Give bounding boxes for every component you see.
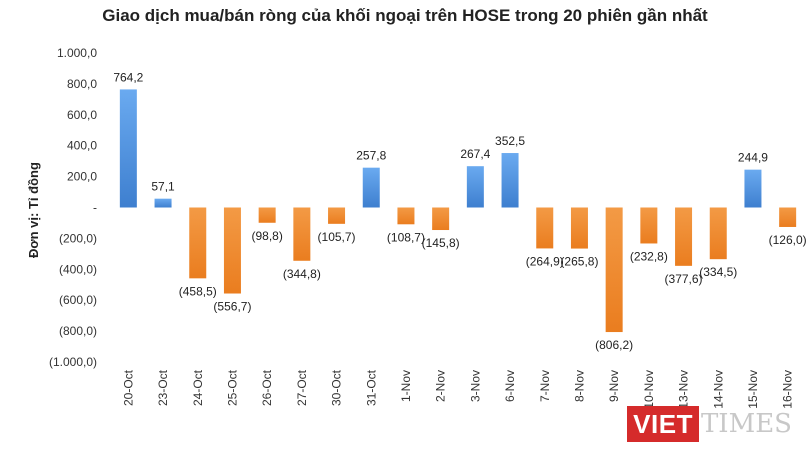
bar — [189, 207, 207, 279]
watermark-right: TIMES — [700, 409, 792, 439]
x-tick-label: 13-Nov — [677, 370, 691, 409]
data-label: (344,8) — [283, 267, 321, 281]
data-label: 57,1 — [151, 180, 175, 194]
vietimes-watermark-logo: VIET TIMES — [627, 406, 792, 442]
data-label: (265,8) — [560, 255, 598, 269]
watermark-left: VIET — [627, 406, 699, 442]
bar — [744, 169, 762, 208]
bar — [501, 153, 519, 208]
data-label: (232,8) — [630, 249, 668, 263]
y-tick-label: 800,0 — [67, 77, 97, 91]
y-tick-label: - — [93, 201, 97, 215]
y-tick-label: 400,0 — [67, 139, 97, 153]
y-tick-label: (400,0) — [59, 262, 97, 276]
bar — [293, 207, 311, 261]
bar — [675, 207, 693, 266]
data-label: (556,7) — [213, 300, 251, 314]
data-label: 267,4 — [460, 147, 490, 161]
bar — [779, 207, 797, 227]
x-tick-label: 15-Nov — [746, 370, 760, 409]
data-label: 244,9 — [738, 151, 768, 165]
y-tick-label: 1.000,0 — [57, 46, 97, 60]
x-tick-label: 7-Nov — [538, 370, 552, 402]
bar — [466, 166, 484, 208]
bar — [640, 207, 658, 244]
data-label: (334,5) — [699, 265, 737, 279]
bar — [362, 167, 380, 208]
bar — [223, 207, 241, 294]
chart-title: Giao dịch mua/bán ròng của khối ngoại tr… — [102, 6, 708, 25]
data-label: (108,7) — [387, 230, 425, 244]
x-tick-label: 8-Nov — [572, 370, 586, 402]
x-tick-label: 3-Nov — [468, 370, 482, 402]
y-tick-label: 600,0 — [67, 108, 97, 122]
x-tick-label: 6-Nov — [503, 370, 517, 402]
data-label: (377,6) — [665, 272, 703, 286]
data-label: 257,8 — [356, 149, 386, 163]
x-tick-label: 26-Oct — [260, 369, 274, 406]
x-tick-label: 16-Nov — [781, 370, 795, 409]
bar — [536, 207, 554, 249]
x-tick-label: 20-Oct — [121, 369, 135, 406]
x-tick-label: 23-Oct — [156, 369, 170, 406]
y-tick-label: (800,0) — [59, 324, 97, 338]
bar — [119, 89, 137, 208]
data-label: (806,2) — [595, 338, 633, 352]
y-tick-label: (600,0) — [59, 293, 97, 307]
x-tick-label: 31-Oct — [364, 369, 378, 406]
data-label: 352,5 — [495, 134, 525, 148]
y-tick-label: (200,0) — [59, 231, 97, 245]
data-label: (105,7) — [318, 230, 356, 244]
bar — [709, 207, 727, 260]
data-label: (126,0) — [769, 233, 807, 247]
bar — [397, 207, 415, 225]
data-label: (98,8) — [251, 229, 282, 243]
bar — [570, 207, 588, 249]
x-tick-label: 27-Oct — [295, 369, 309, 406]
bar — [432, 207, 450, 231]
x-tick-label: 24-Oct — [191, 369, 205, 406]
y-axis-label: Đơn vị: Tỉ đồng — [26, 162, 41, 258]
y-tick-label: (1.000,0) — [49, 355, 97, 369]
data-label: (145,8) — [422, 236, 460, 250]
bar — [605, 207, 623, 333]
x-tick-label: 25-Oct — [225, 369, 239, 406]
bar — [154, 198, 172, 208]
data-label: 764,2 — [113, 70, 143, 84]
x-tick-label: 14-Nov — [711, 370, 725, 409]
x-tick-label: 10-Nov — [642, 370, 656, 409]
x-tick-label: 1-Nov — [399, 370, 413, 402]
x-tick-label: 30-Oct — [330, 369, 344, 406]
bar — [328, 207, 346, 224]
x-tick-label: 2-Nov — [434, 370, 448, 402]
x-tick-label: 9-Nov — [607, 370, 621, 402]
bar — [258, 207, 276, 223]
data-label: (264,9) — [526, 254, 564, 268]
y-tick-label: 200,0 — [67, 170, 97, 184]
data-label: (458,5) — [179, 284, 217, 298]
